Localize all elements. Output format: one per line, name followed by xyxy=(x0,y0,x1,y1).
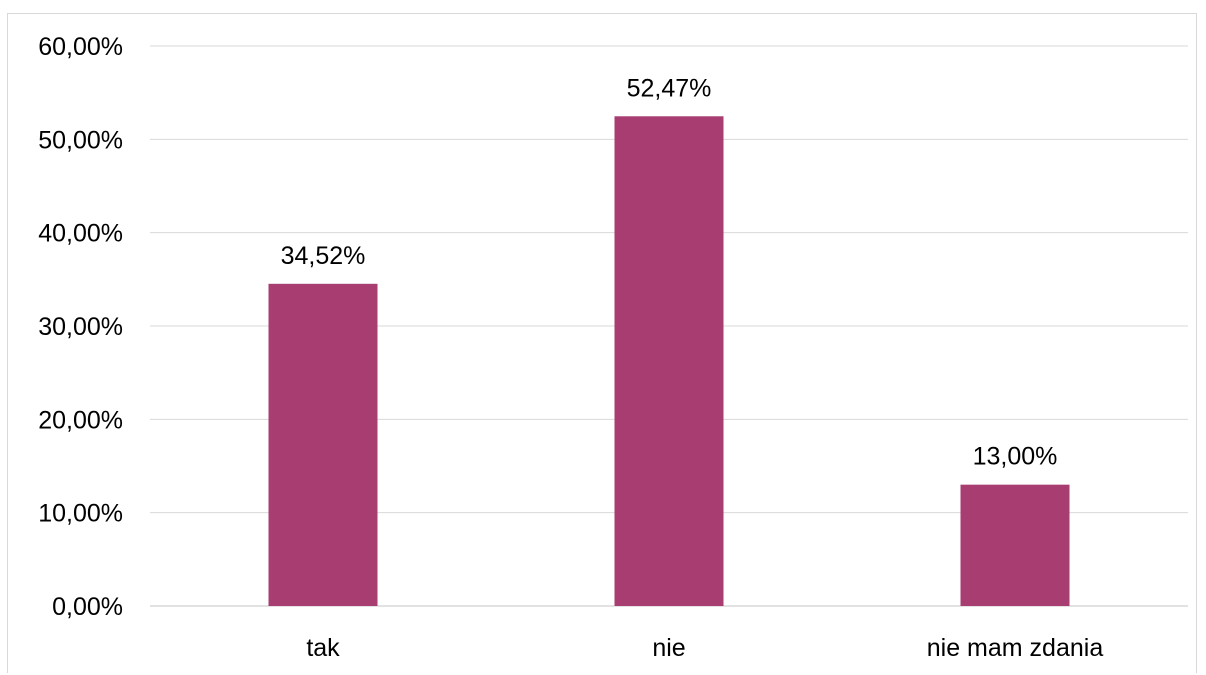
y-tick-label: 60,00% xyxy=(38,33,123,61)
data-label: 34,52% xyxy=(281,242,366,270)
x-axis-tick-labels: tak nie nie mam zdania xyxy=(306,634,1103,662)
bars xyxy=(268,116,1070,606)
x-tick-label: nie xyxy=(652,634,685,662)
bar-nie-mam-zdania xyxy=(960,484,1070,606)
y-tick-label: 20,00% xyxy=(38,406,123,434)
chart-border xyxy=(7,13,1197,673)
y-tick-label: 0,00% xyxy=(52,593,123,621)
y-tick-label: 10,00% xyxy=(38,500,123,528)
y-tick-label: 30,00% xyxy=(38,313,123,341)
y-tick-label: 50,00% xyxy=(38,126,123,154)
y-axis-tick-labels: 0,00% 10,00% 20,00% 30,00% 40,00% 50,00% 60,00… xyxy=(38,33,123,621)
x-tick-label: nie mam zdania xyxy=(927,634,1104,662)
data-label: 13,00% xyxy=(973,443,1058,471)
data-labels: 34,52% 52,47% 13,00% xyxy=(281,74,1058,470)
data-label: 52,47% xyxy=(627,74,712,102)
x-tick-label: tak xyxy=(306,634,340,662)
bar-tak xyxy=(268,283,378,606)
bar-nie xyxy=(614,116,724,606)
y-tick-label: 40,00% xyxy=(38,220,123,248)
